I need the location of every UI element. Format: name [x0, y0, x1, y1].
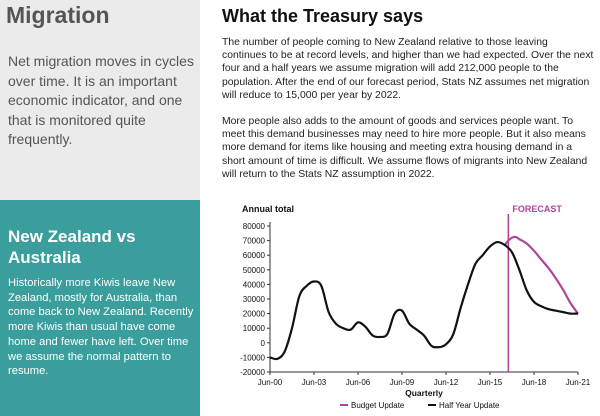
nz-vs-australia-panel: New Zealand vs Australia Historically mo…: [0, 200, 200, 416]
treasury-paragraph-2: More people also adds to the amount of g…: [222, 116, 588, 180]
treasury-paragraph-1: The number of people coming to New Zeala…: [222, 37, 594, 101]
series-line-budget-update: [503, 235, 579, 315]
x-tick-label: Jun-18: [522, 378, 547, 387]
treasury-heading: What the Treasury says: [222, 6, 424, 26]
y-tick-label: 80000: [243, 222, 266, 231]
series-line-half-year-update: [269, 240, 579, 361]
x-tick-label: Jun-12: [434, 378, 459, 387]
x-axis-label: Quarterly: [405, 388, 443, 398]
page-title: Migration: [6, 2, 110, 28]
y-tick-label: 40000: [243, 280, 266, 289]
legend-label-budget-update: Budget Update: [351, 401, 405, 410]
x-tick-label: Jun-03: [302, 378, 327, 387]
y-axis-label: Annual total: [242, 204, 294, 214]
y-tick-label: -10000: [240, 353, 265, 362]
y-tick-label: 20000: [243, 310, 266, 319]
y-tick-label: 10000: [243, 324, 266, 333]
y-tick-label: 60000: [243, 251, 266, 260]
intro-text: Net migration moves in cycles over time.…: [8, 53, 194, 147]
x-tick-label: Jun-09: [390, 378, 415, 387]
x-tick-label: Jun-06: [346, 378, 371, 387]
x-tick-label: Jun-15: [478, 378, 503, 387]
forecast-label: FORECAST: [512, 204, 562, 214]
y-tick-label: -20000: [240, 368, 265, 377]
y-tick-label: 70000: [243, 237, 266, 246]
y-tick-label: 30000: [243, 295, 266, 304]
x-tick-label: Jun-21: [566, 378, 591, 387]
legend-label-half-year-update: Half Year Update: [439, 401, 500, 410]
migration-panel: Migration Net migration moves in cycles …: [0, 0, 200, 200]
migration-chart: Annual total -20000 -10000 0 10000 20000 30000…: [240, 204, 591, 410]
left-column: Migration Net migration moves in cycles …: [0, 0, 200, 416]
x-tick-label: Jun-00: [258, 378, 283, 387]
y-tick-label: 50000: [243, 266, 266, 275]
nz-vs-australia-text: Historically more Kiwis leave New Zealan…: [8, 277, 194, 378]
nz-vs-australia-heading: New Zealand vs Australia: [8, 227, 136, 267]
y-tick-label: 0: [261, 339, 266, 348]
